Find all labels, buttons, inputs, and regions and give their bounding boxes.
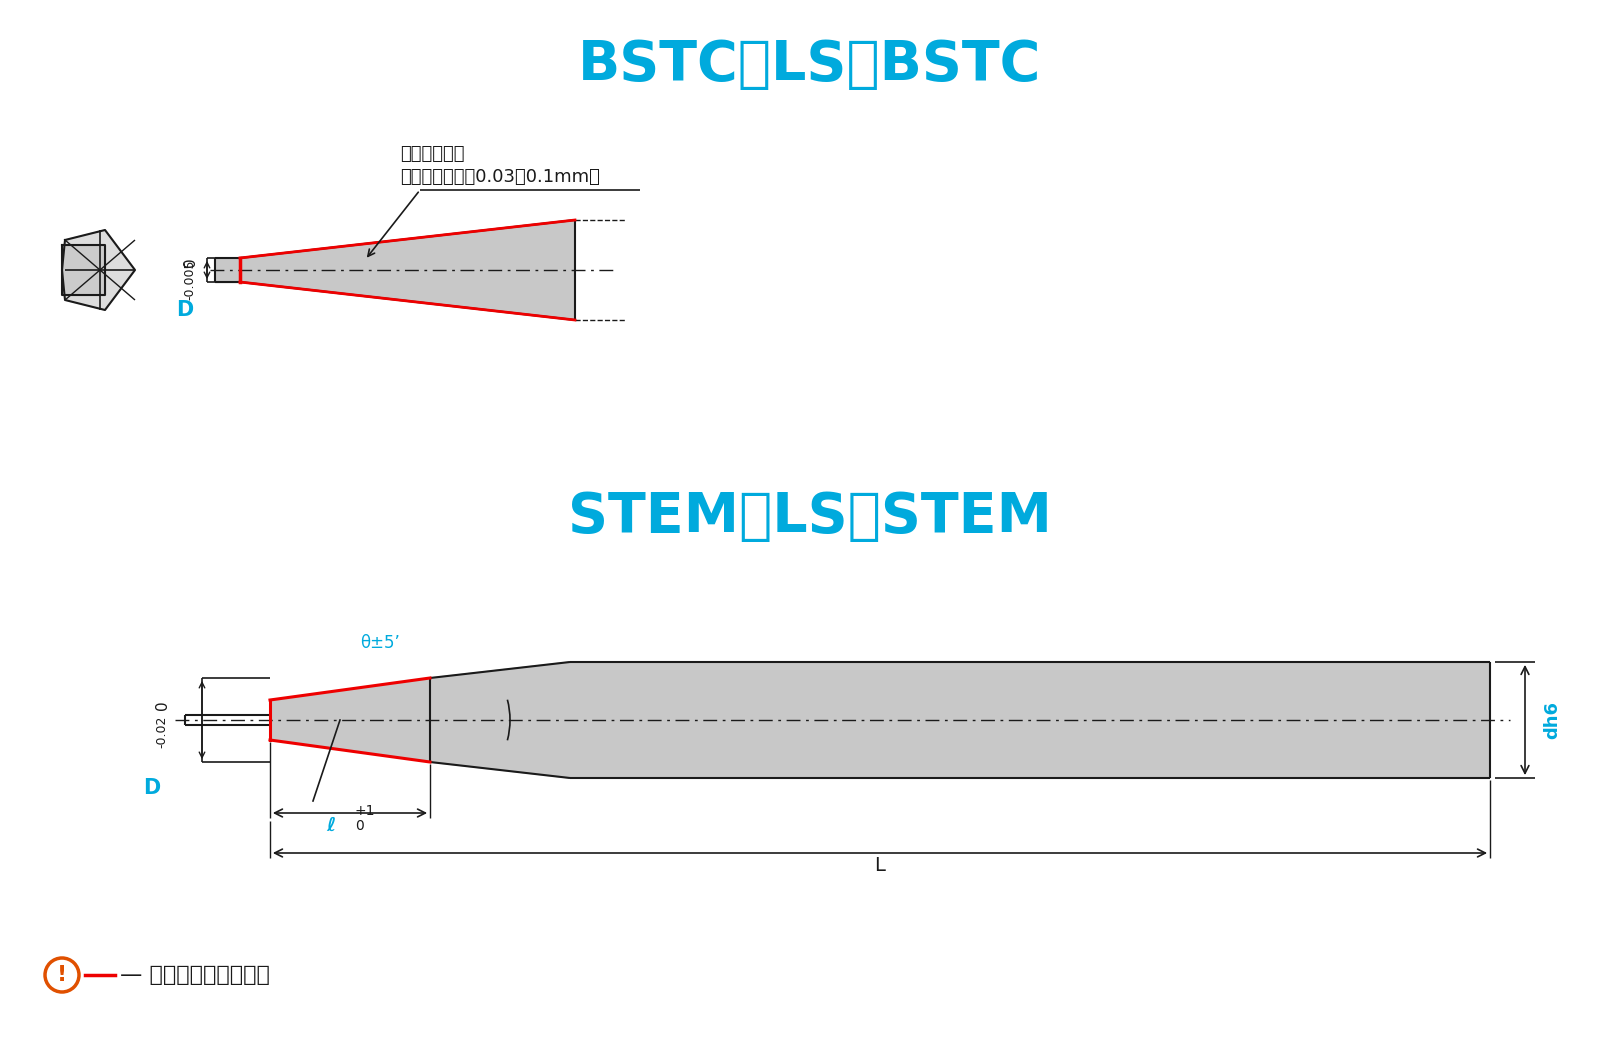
Text: （丸ランド幅＝0.03～0.1mm）: （丸ランド幅＝0.03～0.1mm）	[400, 168, 599, 186]
Text: dh6: dh6	[1542, 701, 1562, 739]
Text: ℓ: ℓ	[326, 816, 335, 835]
Text: 0: 0	[183, 257, 198, 267]
Polygon shape	[240, 220, 575, 320]
Text: D: D	[177, 300, 194, 320]
Polygon shape	[62, 245, 105, 295]
Text: STEM／LS－STEM: STEM／LS－STEM	[569, 490, 1051, 544]
Text: +1: +1	[355, 804, 376, 818]
Text: θ±5’: θ±5’	[360, 634, 400, 652]
Text: L: L	[875, 856, 886, 875]
Text: !: !	[57, 965, 66, 985]
Text: -0.02: -0.02	[156, 716, 168, 748]
Text: 丸ランド残し: 丸ランド残し	[400, 145, 465, 163]
Polygon shape	[271, 662, 1490, 778]
Polygon shape	[215, 258, 240, 282]
Text: BSTC／LS－BSTC: BSTC／LS－BSTC	[578, 38, 1042, 92]
Text: 0: 0	[355, 820, 364, 833]
Text: -0.005: -0.005	[183, 260, 196, 301]
Text: D: D	[144, 778, 160, 798]
Polygon shape	[62, 230, 134, 310]
Text: 0: 0	[154, 700, 170, 710]
Text: — 部に刃が付きます。: — 部に刃が付きます。	[120, 965, 271, 985]
Circle shape	[45, 958, 79, 992]
